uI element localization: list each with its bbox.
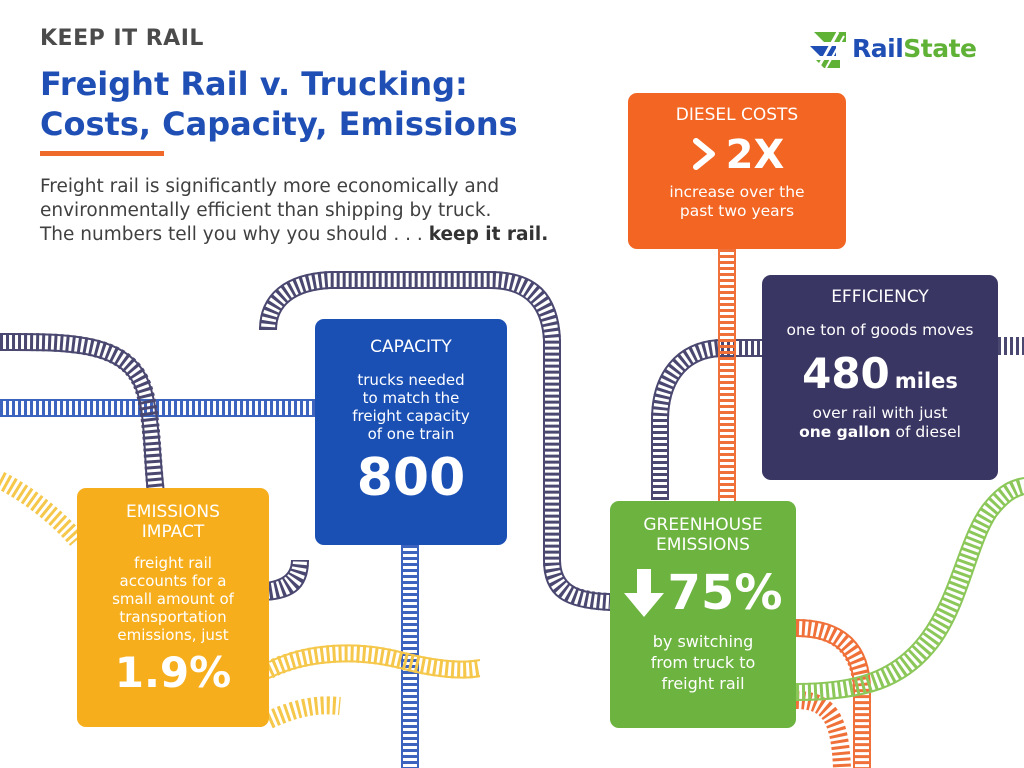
diesel-costs-heading: DIESEL COSTS [675,105,799,125]
greenhouse-emissions-stat-row: 75% [618,565,788,621]
intro-emphasis: keep it rail. [428,224,549,245]
capacity-heading: CAPACITY [370,337,452,357]
efficiency-desc-top: one ton of goods moves [786,321,974,339]
title-line-1: Freight Rail v. Trucking: [40,65,468,103]
diesel-costs-stat: 2X [628,131,846,179]
diesel-costs-card: DIESEL COSTS 2X increase over the past t… [628,93,846,249]
title-line-2: Costs, Capacity, Emissions [40,105,518,143]
page-title: Freight Rail v. Trucking: Costs, Capacit… [40,64,518,144]
efficiency-desc-bottom: over rail with just one gallon of diesel [799,404,961,441]
capacity-card: CAPACITY trucks needed to match the frei… [315,319,507,545]
yellow-track [0,471,482,729]
intro-paragraph: Freight rail is significantly more econo… [40,176,549,245]
efficiency-stat: 480 miles [802,349,958,398]
emissions-impact-stat: 1.9% [114,648,232,697]
emissions-impact-desc: freight rail accounts for a small amount… [112,554,234,644]
arrow-down-icon [623,569,664,617]
kicker-heading: KEEP IT RAIL [40,26,204,51]
greenhouse-emissions-stat: 75% [667,565,783,621]
emissions-impact-heading: EMISSIONS IMPACT [126,502,220,542]
title-underline [40,151,164,156]
railstate-logo: RailState [810,32,980,68]
greenhouse-emissions-card: GREENHOUSE EMISSIONS 75% by switching fr… [610,501,796,728]
efficiency-card: EFFICIENCY one ton of goods moves 480 mi… [762,275,998,480]
capacity-stat: 800 [356,448,466,508]
greenhouse-emissions-heading: GREENHOUSE EMISSIONS [643,515,763,555]
greenhouse-emissions-desc: by switching from truck to freight rail [650,632,756,693]
efficiency-heading: EFFICIENCY [831,287,929,307]
capacity-desc: trucks needed to match the freight capac… [352,371,470,443]
green-track [795,477,1024,701]
diesel-costs-desc: increase over the past two years [669,183,805,220]
chevron-right-icon [692,138,715,170]
railstate-logo-icon [810,32,846,68]
emissions-impact-card: EMISSIONS IMPACT freight rail accounts f… [77,488,269,727]
railstate-logo-text: RailState [852,34,977,63]
